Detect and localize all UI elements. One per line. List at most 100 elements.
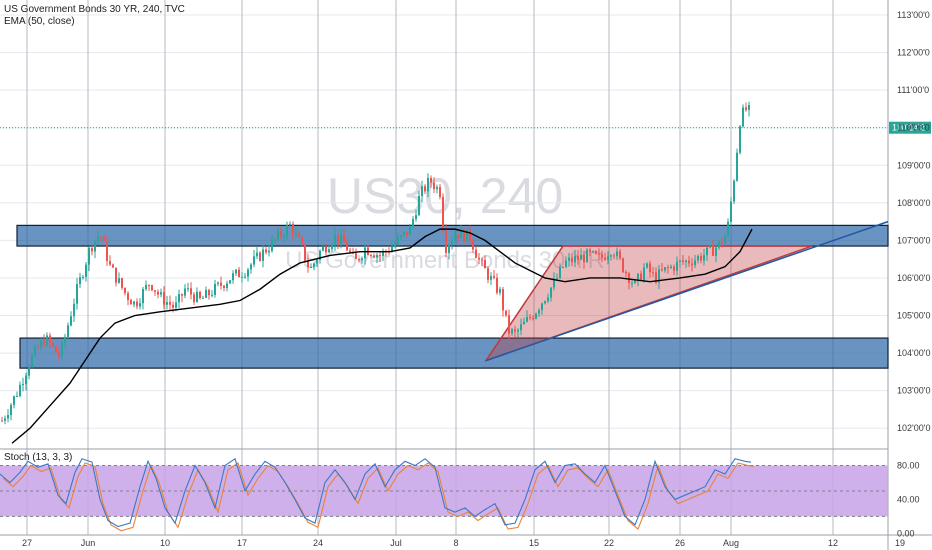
candle-body — [115, 267, 117, 283]
candle-body — [103, 236, 105, 242]
zone-rect — [19, 337, 889, 369]
candle-body — [304, 244, 306, 261]
x-tick-label: 15 — [529, 538, 539, 548]
candle-body — [583, 254, 585, 263]
candle-body — [277, 231, 279, 240]
candle-body — [7, 414, 9, 419]
candle-body — [79, 277, 81, 285]
candle-body — [532, 317, 534, 319]
candle-body — [256, 252, 258, 257]
candle-body — [16, 396, 18, 398]
candle-body — [691, 263, 693, 266]
candle-body — [82, 276, 84, 278]
candle-body — [175, 302, 177, 308]
zones — [16, 224, 889, 369]
candle-body — [208, 289, 210, 296]
candle-body — [748, 105, 750, 110]
candle-body — [475, 249, 477, 258]
candle-body — [151, 285, 153, 291]
candle-body — [283, 236, 285, 238]
y-tick-label: 109'00'0 — [897, 160, 930, 170]
symbol-title[interactable]: US Government Bonds 30 YR, 240, TVC — [4, 4, 185, 15]
candle-body — [589, 249, 591, 252]
candle-body — [172, 304, 174, 308]
candle-body — [652, 272, 654, 274]
x-tick-label: 24 — [313, 538, 323, 548]
candle-body — [535, 313, 537, 319]
candle-body — [325, 246, 327, 253]
candle-body — [742, 107, 744, 127]
candle-body — [604, 257, 606, 260]
candle-body — [679, 260, 681, 262]
candle-body — [649, 263, 651, 273]
candle-body — [244, 276, 246, 278]
candle-body — [25, 375, 27, 385]
candle-body — [592, 251, 594, 253]
candle-body — [331, 245, 333, 250]
candle-body — [235, 269, 237, 274]
candle-body — [298, 233, 300, 238]
candle-body — [562, 266, 564, 268]
y-tick-label: 104'00'0 — [897, 348, 930, 358]
ema-series — [11, 228, 753, 444]
candle-body — [91, 248, 93, 252]
candle-body — [709, 245, 711, 248]
y-tick-label: 110'00'0 — [897, 123, 930, 133]
candle-body — [316, 259, 318, 264]
candle-body — [514, 329, 516, 332]
candle-body — [745, 107, 747, 110]
candle-body — [364, 247, 366, 259]
candle-body — [439, 187, 441, 197]
candle-body — [739, 126, 741, 153]
candle-body — [421, 186, 423, 197]
candle-body — [148, 284, 150, 286]
candle-body — [73, 303, 75, 317]
candle-body — [715, 247, 717, 256]
candle-body — [166, 302, 168, 305]
candle-body — [127, 293, 129, 300]
candle-body — [538, 310, 540, 314]
candle-body — [1, 420, 3, 422]
candle-body — [733, 180, 735, 202]
candle-body — [664, 267, 666, 271]
candle-body — [658, 269, 660, 283]
candle-body — [391, 246, 393, 252]
candle-body — [358, 259, 360, 261]
candle-body — [619, 251, 621, 259]
candle-body — [163, 292, 165, 305]
candle-body — [394, 244, 396, 247]
candle-body — [376, 255, 378, 258]
candle-body — [697, 256, 699, 261]
x-tick-label: 22 — [604, 538, 614, 548]
candle-body — [265, 249, 267, 253]
candle-body — [418, 196, 420, 216]
candle-body — [463, 229, 465, 242]
candle-body — [403, 231, 405, 236]
candle-body — [22, 384, 24, 386]
stochastic-pane: 80.00 40.00 0.00 — [0, 457, 920, 538]
candle-body — [319, 250, 321, 260]
candle-body — [520, 324, 522, 331]
candle-body — [343, 234, 345, 243]
candle-body — [46, 335, 48, 346]
stoch-legend[interactable]: Stoch (13, 3, 3) — [4, 452, 73, 463]
candle-body — [550, 287, 552, 298]
candle-body — [643, 267, 645, 280]
candle-body — [667, 267, 669, 269]
candle-body — [40, 340, 42, 348]
ema-legend[interactable]: EMA (50, close) — [4, 16, 75, 27]
candle-body — [721, 241, 723, 244]
candle-body — [301, 237, 303, 245]
candle-body — [139, 303, 141, 307]
x-tick-label: Aug — [723, 538, 739, 548]
candle-body — [211, 295, 213, 297]
stoch-tick-label: 0.00 — [897, 528, 915, 538]
candle-body — [226, 283, 228, 288]
candle-body — [118, 278, 120, 283]
candle-body — [229, 280, 231, 284]
candle-body — [574, 255, 576, 263]
candle-body — [58, 352, 60, 357]
candle-body — [295, 233, 297, 236]
candle-body — [496, 277, 498, 293]
